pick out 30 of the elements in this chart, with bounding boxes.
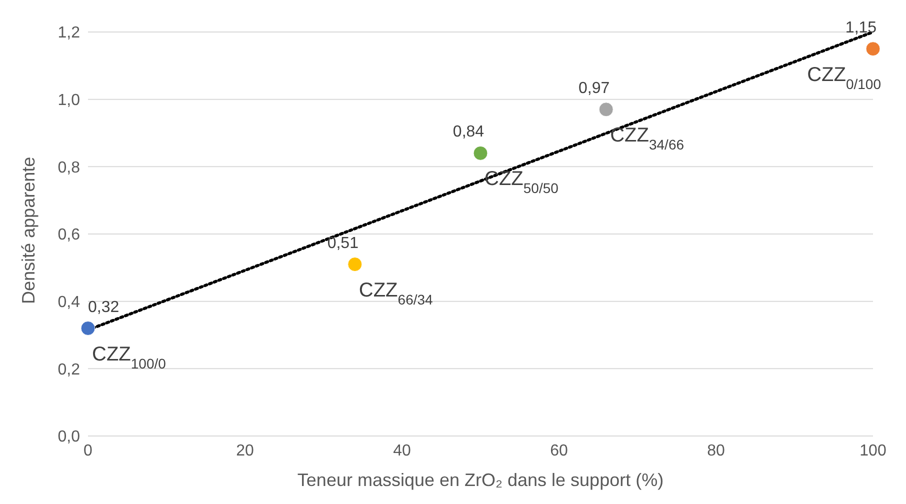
- y-tick-label: 0,6: [58, 226, 80, 244]
- point: [598, 102, 614, 117]
- x-tick-label: 40: [393, 442, 411, 460]
- x-tick-label: 0: [84, 442, 93, 460]
- annotation: CZZ$_{34/66}$: [610, 124, 684, 152]
- y-axis-title: Densité apparente: [18, 156, 38, 304]
- annotation: CZZ$_{0/100}$: [807, 64, 882, 92]
- x-tick-label: 60: [550, 442, 568, 460]
- point: [80, 321, 96, 336]
- point: [866, 42, 880, 56]
- data-label: 0,51: [327, 234, 359, 252]
- x-axis-title: Teneur massique en ZrO₂ dans le support (%): [297, 470, 664, 490]
- x-tick-label: 100: [860, 442, 886, 460]
- y-tick-label: 1,2: [58, 24, 80, 42]
- y-tick-label: 1,0: [58, 92, 80, 110]
- x-tick-label: 80: [707, 442, 725, 460]
- point: [348, 257, 362, 272]
- x-tick-label: 20: [236, 442, 254, 460]
- data-label: 0,32: [88, 298, 120, 316]
- data-label: 0,97: [578, 80, 610, 97]
- data-label: 1,15: [845, 19, 877, 36]
- annotation: CZZ$_{50/50}$: [484, 168, 559, 196]
- point: [473, 146, 488, 160]
- data-label: 0,84: [452, 124, 484, 141]
- annotation: CZZ$_{66/34}$: [358, 279, 434, 308]
- y-tick-label: 0,8: [58, 159, 80, 176]
- y-tick-label: 0,4: [58, 294, 80, 312]
- annotation: CZZ$_{100/0}$: [92, 343, 166, 372]
- y-tick-label: 0,0: [58, 428, 80, 446]
- y-tick-label: 0,2: [58, 361, 80, 378]
